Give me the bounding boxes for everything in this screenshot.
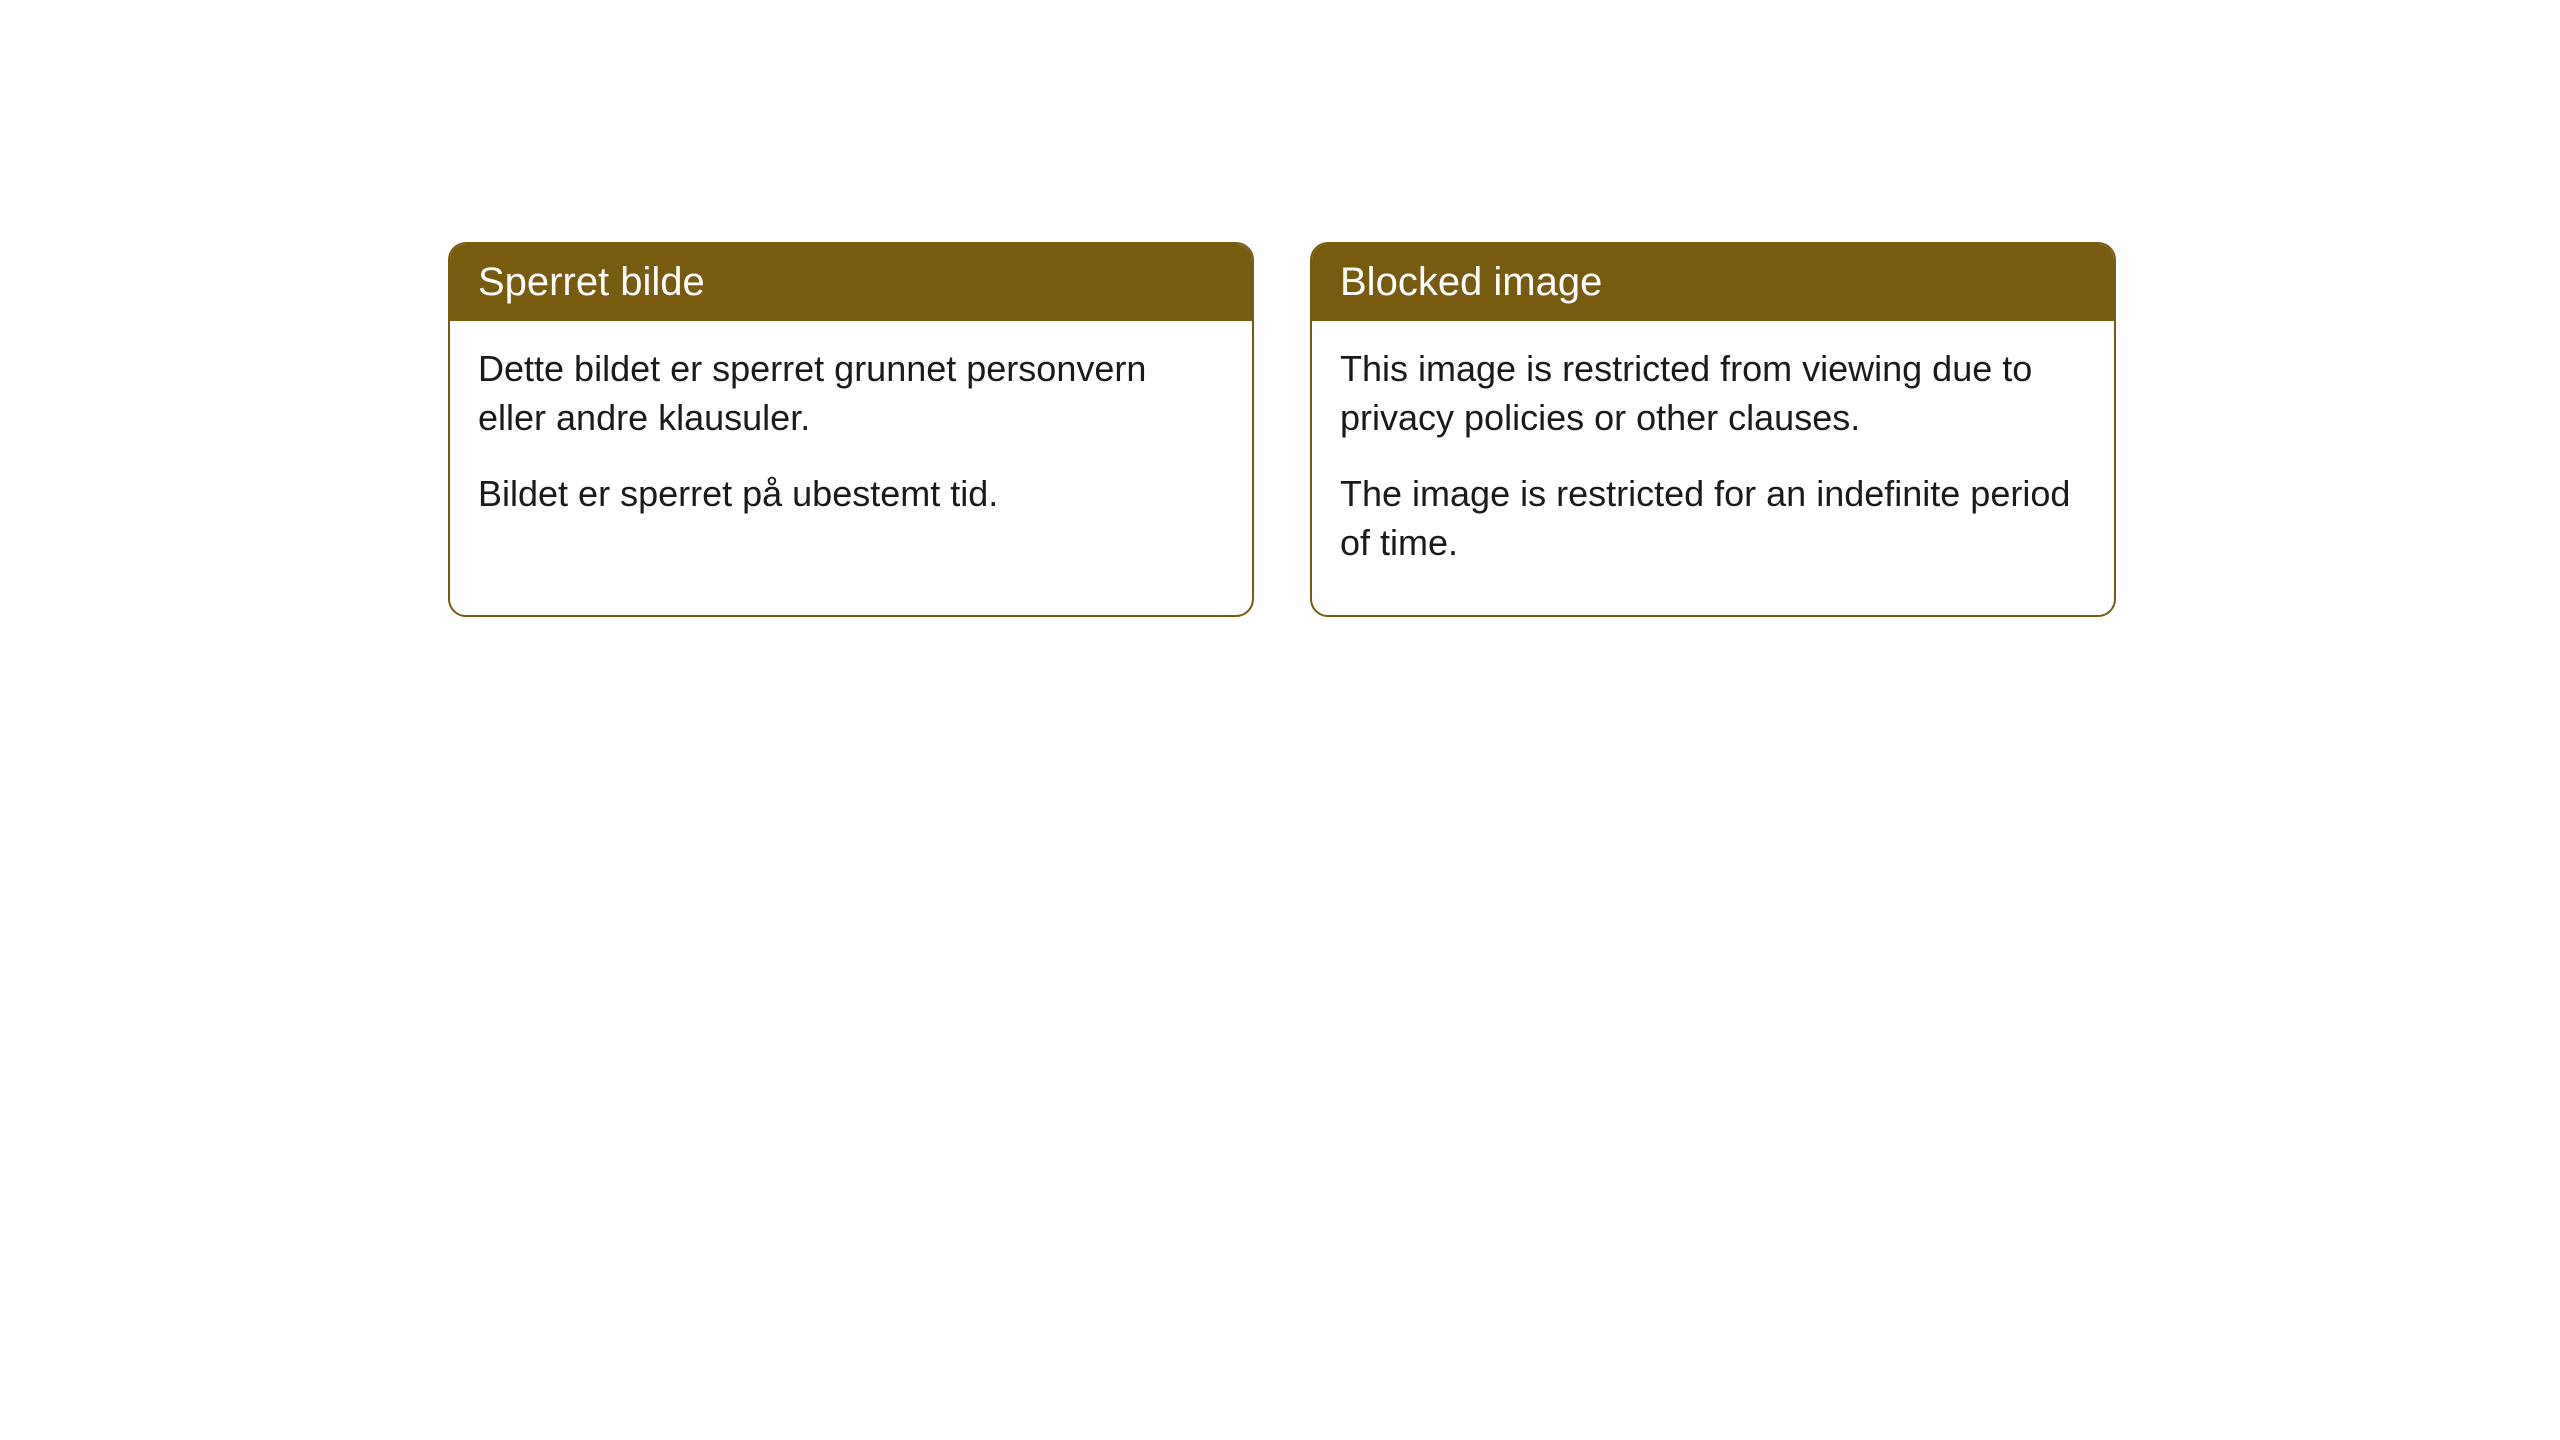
card-paragraph-2-norwegian: Bildet er sperret på ubestemt tid. bbox=[478, 470, 1224, 519]
card-title-norwegian: Sperret bilde bbox=[450, 244, 1252, 321]
card-paragraph-1-english: This image is restricted from viewing du… bbox=[1340, 345, 2086, 442]
card-body-english: This image is restricted from viewing du… bbox=[1312, 321, 2114, 615]
notice-cards-container: Sperret bilde Dette bildet er sperret gr… bbox=[448, 242, 2116, 617]
notice-card-norwegian: Sperret bilde Dette bildet er sperret gr… bbox=[448, 242, 1254, 617]
card-paragraph-1-norwegian: Dette bildet er sperret grunnet personve… bbox=[478, 345, 1224, 442]
card-body-norwegian: Dette bildet er sperret grunnet personve… bbox=[450, 321, 1252, 567]
notice-card-english: Blocked image This image is restricted f… bbox=[1310, 242, 2116, 617]
card-paragraph-2-english: The image is restricted for an indefinit… bbox=[1340, 470, 2086, 567]
card-title-english: Blocked image bbox=[1312, 244, 2114, 321]
